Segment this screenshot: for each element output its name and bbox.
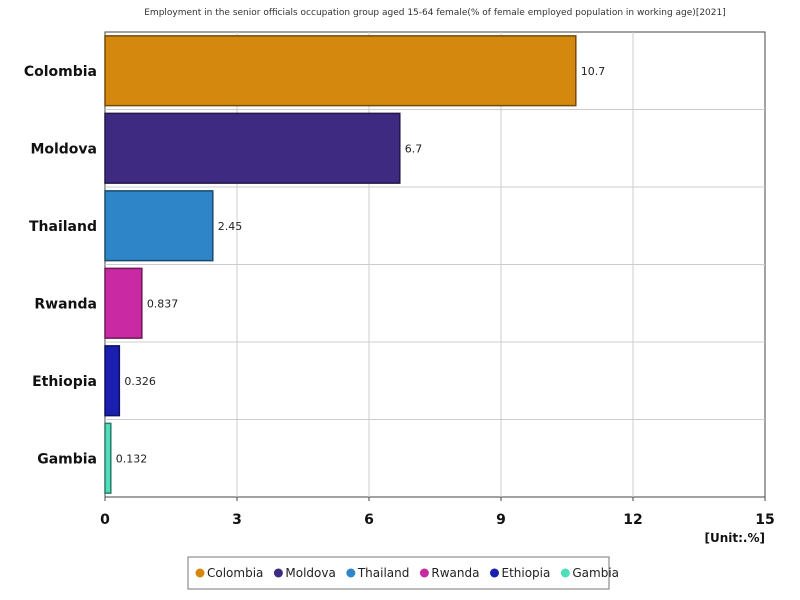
legend-label: Thailand bbox=[357, 566, 410, 580]
legend-swatch bbox=[489, 568, 499, 578]
legend-label: Colombia bbox=[207, 566, 263, 580]
x-tick-label: 12 bbox=[623, 512, 642, 528]
legend-swatch bbox=[560, 568, 570, 578]
category-label-thailand: Thailand bbox=[29, 219, 97, 235]
chart-title: Employment in the senior officials occup… bbox=[144, 8, 726, 18]
bar-moldova[interactable] bbox=[104, 112, 401, 184]
bar-thailand[interactable] bbox=[104, 190, 214, 262]
category-label-gambia: Gambia bbox=[37, 451, 97, 467]
legend-item-rwanda: Rwanda bbox=[419, 566, 479, 580]
value-label-rwanda: 0.837 bbox=[147, 297, 179, 310]
category-label-rwanda: Rwanda bbox=[34, 296, 97, 312]
legend-swatch bbox=[419, 568, 429, 578]
category-labels: Colombia Moldova Thailand Rwanda Ethiopia Gam… bbox=[24, 64, 97, 468]
category-label-moldova: Moldova bbox=[30, 141, 97, 157]
legend-item-moldova: Moldova bbox=[273, 566, 336, 580]
bar-gambia[interactable] bbox=[104, 422, 112, 494]
legend-box bbox=[187, 556, 610, 590]
x-axis-ticks: 0 3 6 9 12 15 bbox=[100, 497, 775, 528]
x-tick-label: 9 bbox=[496, 512, 506, 528]
legend-item-gambia: Gambia bbox=[560, 566, 619, 580]
legend-label: Ethiopia bbox=[501, 566, 550, 580]
value-label-moldova: 6.7 bbox=[405, 142, 423, 155]
value-labels: 10.7 6.7 2.45 0.837 0.326 0.132 bbox=[116, 65, 605, 466]
legend-swatch bbox=[195, 568, 205, 578]
bars bbox=[104, 35, 577, 494]
value-label-gambia: 0.132 bbox=[116, 452, 148, 465]
legend: Colombia Moldova Thailand Rwanda Ethiopia Gam… bbox=[187, 556, 619, 590]
value-label-colombia: 10.7 bbox=[581, 65, 606, 78]
value-label-ethiopia: 0.326 bbox=[124, 375, 155, 388]
x-tick-label: 0 bbox=[100, 512, 110, 528]
legend-swatch bbox=[346, 568, 356, 578]
category-label-colombia: Colombia bbox=[24, 64, 97, 80]
category-label-ethiopia: Ethiopia bbox=[32, 374, 97, 390]
legend-label: Gambia bbox=[572, 566, 619, 580]
x-tick-label: 15 bbox=[755, 512, 774, 528]
legend-swatch bbox=[273, 568, 283, 578]
legend-item-colombia: Colombia bbox=[195, 566, 263, 580]
bar-colombia[interactable] bbox=[104, 35, 577, 107]
bar-ethiopia[interactable] bbox=[104, 345, 121, 417]
x-tick-label: 6 bbox=[364, 512, 374, 528]
grid-lines bbox=[105, 32, 765, 497]
unit-label: [Unit:.%] bbox=[705, 531, 766, 545]
legend-label: Rwanda bbox=[431, 566, 479, 580]
legend-item-thailand: Thailand bbox=[346, 566, 409, 580]
value-label-thailand: 2.45 bbox=[218, 220, 243, 233]
bar-rwanda[interactable] bbox=[104, 267, 143, 339]
legend-item-ethiopia: Ethiopia bbox=[489, 566, 550, 580]
x-tick-label: 3 bbox=[232, 512, 242, 528]
legend-label: Moldova bbox=[285, 566, 335, 580]
